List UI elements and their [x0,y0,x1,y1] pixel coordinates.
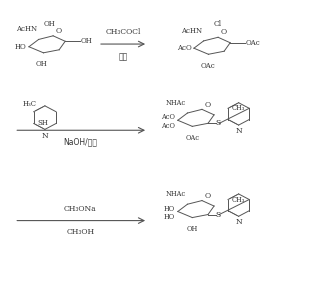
Text: OAc: OAc [201,62,216,69]
Text: CH₃OH: CH₃OH [66,228,94,236]
Text: OH: OH [36,60,48,68]
Text: NHAc: NHAc [166,99,186,107]
Text: HO: HO [164,205,175,213]
Text: AcO: AcO [176,44,191,52]
Text: CH₃ONa: CH₃ONa [64,205,97,213]
Text: CH₃COCl: CH₃COCl [106,28,141,36]
Text: NHAc: NHAc [166,190,186,198]
Text: N: N [235,127,242,135]
Text: N: N [42,132,48,140]
Text: AcHN: AcHN [16,25,37,33]
Text: 冰浴: 冰浴 [119,52,128,61]
Text: Cl: Cl [213,20,221,29]
Text: AcHN: AcHN [181,27,202,35]
Text: HO: HO [15,43,26,51]
Text: H₃C: H₃C [23,100,37,108]
Text: O: O [56,27,62,35]
Text: OH: OH [43,20,55,29]
Text: OH: OH [81,37,92,45]
Text: OH: OH [187,225,198,233]
Text: HO: HO [164,213,175,221]
Text: AcO: AcO [161,121,175,129]
Text: S: S [215,119,220,127]
Text: N: N [235,218,242,226]
Text: OAc: OAc [185,134,199,142]
Text: NaOH/丙酮: NaOH/丙酮 [63,138,97,147]
Text: CH₃: CH₃ [232,104,245,112]
Text: O: O [205,192,211,200]
Text: O: O [221,29,227,37]
Text: OAc: OAc [246,39,260,47]
Text: SH: SH [37,119,48,127]
Text: AcO: AcO [161,113,175,121]
Text: O: O [205,101,211,109]
Text: CH₃: CH₃ [232,195,245,203]
Text: S: S [215,211,220,219]
